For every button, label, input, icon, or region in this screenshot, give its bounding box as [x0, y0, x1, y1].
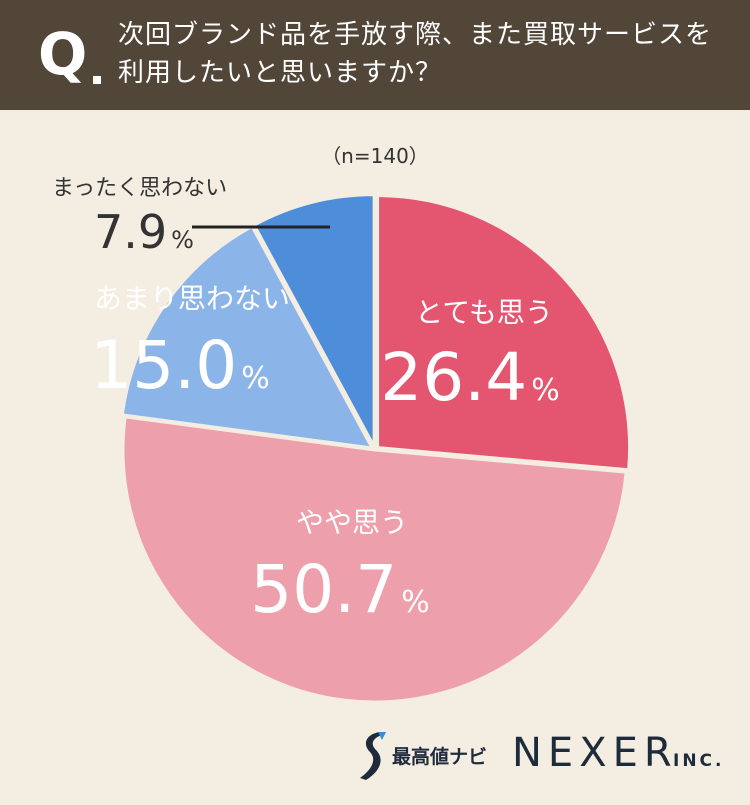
q-mark: Q — [38, 20, 88, 88]
brand-name-jp: 最高値ナビ — [392, 746, 488, 768]
pie-slice — [252, 193, 376, 448]
pie-slice — [120, 224, 375, 450]
sample-size-label: （n=140） — [321, 144, 429, 168]
brand-logo-icon — [360, 732, 386, 780]
q-dot — [93, 76, 101, 84]
slice-label: とても思う — [415, 296, 553, 329]
slice-value-label: 50.7% — [250, 551, 429, 628]
slice-value-label: 7.9% — [94, 205, 194, 259]
slice-value-label: 26.4% — [380, 339, 559, 416]
pie-slice — [376, 194, 632, 472]
slice-label: あまり思わない — [94, 282, 290, 315]
slice-label: まったく思わない — [52, 176, 227, 201]
company-suffix: INC. — [673, 751, 725, 771]
company-name: NEXER — [512, 730, 678, 776]
slice-label: やや思う — [296, 506, 408, 539]
slice-value-label: 15.0% — [90, 327, 269, 404]
question-header: Q 次回ブランド品を手放す際、また買取サービスを利用したいと思いますか？ — [0, 0, 750, 110]
question-text: 次回ブランド品を手放す際、また買取サービスを利用したいと思いますか？ — [118, 20, 713, 88]
pie-slice — [121, 415, 628, 704]
